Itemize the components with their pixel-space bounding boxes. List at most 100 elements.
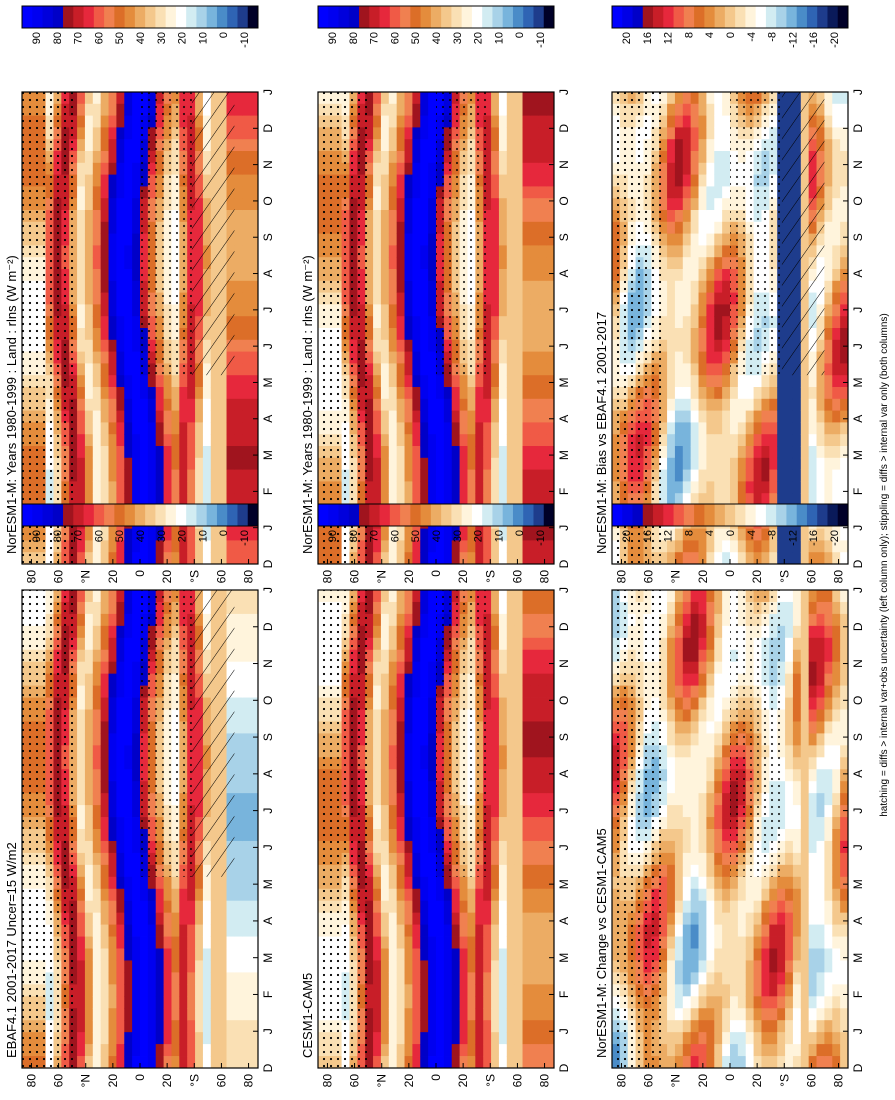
heat-cell [546, 661, 555, 675]
heat-cell [100, 292, 109, 305]
heat-cell [140, 481, 149, 494]
heat-cell [373, 151, 382, 164]
heat-cell [475, 984, 484, 997]
heat-cell [132, 139, 141, 152]
heat-cell [506, 174, 516, 187]
heat-cell [132, 649, 141, 663]
heat-cell [467, 948, 476, 961]
heat-cell [420, 649, 429, 663]
heat-cell [147, 375, 157, 388]
heat-cell [388, 280, 398, 293]
month-tick-label: A [557, 917, 571, 925]
heat-cell [396, 601, 405, 615]
heat-cell [498, 363, 508, 376]
heat-cell [530, 852, 539, 866]
heat-cell [234, 186, 243, 199]
heat-cell [380, 245, 390, 258]
heat-cell [428, 829, 437, 842]
heat-cell [124, 805, 133, 818]
stipple-overlay [140, 590, 192, 877]
heat-cell [388, 304, 398, 317]
heat-cell [84, 269, 94, 282]
heat-cell [234, 613, 243, 627]
heat-cell [132, 493, 141, 506]
heat-cell [234, 757, 243, 770]
heat-cell [140, 888, 149, 902]
heat-cell [163, 446, 172, 459]
heat-cell [124, 387, 133, 400]
heat-cell [451, 948, 460, 961]
heat-cell [443, 422, 453, 435]
heat-cell [412, 162, 421, 175]
heat-cell [250, 1044, 259, 1057]
heat-cell [124, 781, 133, 794]
heat-cell [242, 351, 251, 364]
heat-cell [116, 590, 125, 603]
heat-cell [373, 481, 382, 494]
heat-cell [404, 210, 413, 223]
heat-cell [546, 996, 555, 1009]
heat-cell [538, 304, 547, 317]
heat-cell [202, 552, 212, 565]
heat-cell [514, 948, 523, 961]
heat-cell [420, 793, 429, 806]
heat-cell [538, 292, 547, 305]
heat-cell [92, 292, 102, 305]
heat-cell [428, 781, 437, 794]
heat-cell [242, 613, 251, 627]
heat-cell [380, 625, 390, 639]
heat-cell [234, 637, 243, 651]
heat-cell [77, 174, 86, 187]
heat-cell [404, 198, 413, 211]
heat-cell [226, 876, 235, 890]
heat-cell [210, 552, 220, 565]
heat-cell [522, 769, 531, 782]
heat-cell [132, 434, 141, 447]
heat-cell [538, 540, 547, 553]
heat-cell [250, 1020, 259, 1033]
heat-cell [530, 769, 539, 782]
heat-cell [250, 457, 259, 470]
heat-cell [491, 528, 500, 541]
heat-cell [155, 876, 164, 890]
heat-cell [187, 481, 196, 494]
heat-cell [242, 292, 251, 305]
heat-cell [530, 103, 539, 116]
heat-cell [483, 493, 492, 506]
heat-cell [163, 972, 172, 985]
heat-cell [522, 984, 531, 997]
heat-cell [451, 912, 460, 925]
heat-cell [92, 316, 102, 329]
heat-cell [373, 709, 382, 722]
heat-cell [100, 960, 109, 973]
heat-cell [428, 552, 437, 565]
heat-cell [514, 601, 523, 615]
heat-cell [467, 528, 476, 541]
heat-cell [380, 186, 390, 199]
heat-cell [506, 840, 516, 854]
heat-cell [124, 709, 133, 722]
heat-cell [132, 613, 141, 627]
lat-tick-label: 0 [133, 570, 147, 577]
heat-cell [404, 316, 413, 329]
heat-cell [242, 948, 251, 961]
heat-cell [498, 540, 508, 553]
stipple-overlay [436, 92, 488, 376]
heat-cell [546, 984, 555, 997]
heat-cell [84, 434, 94, 447]
heat-cell [443, 387, 453, 400]
heat-cell [92, 625, 102, 639]
heat-cell [443, 446, 453, 459]
heat-cell [506, 304, 516, 317]
heat-cell [84, 661, 94, 675]
heat-cell [92, 840, 102, 854]
heat-cell [451, 1020, 460, 1033]
heat-cell [163, 375, 172, 388]
heat-cell [116, 601, 125, 615]
heat-cell [412, 127, 421, 140]
heat-cell [116, 793, 125, 806]
heat-cell [498, 328, 508, 341]
heat-cell [538, 876, 547, 890]
heat-cell [77, 960, 86, 973]
heat-cell [396, 422, 405, 435]
